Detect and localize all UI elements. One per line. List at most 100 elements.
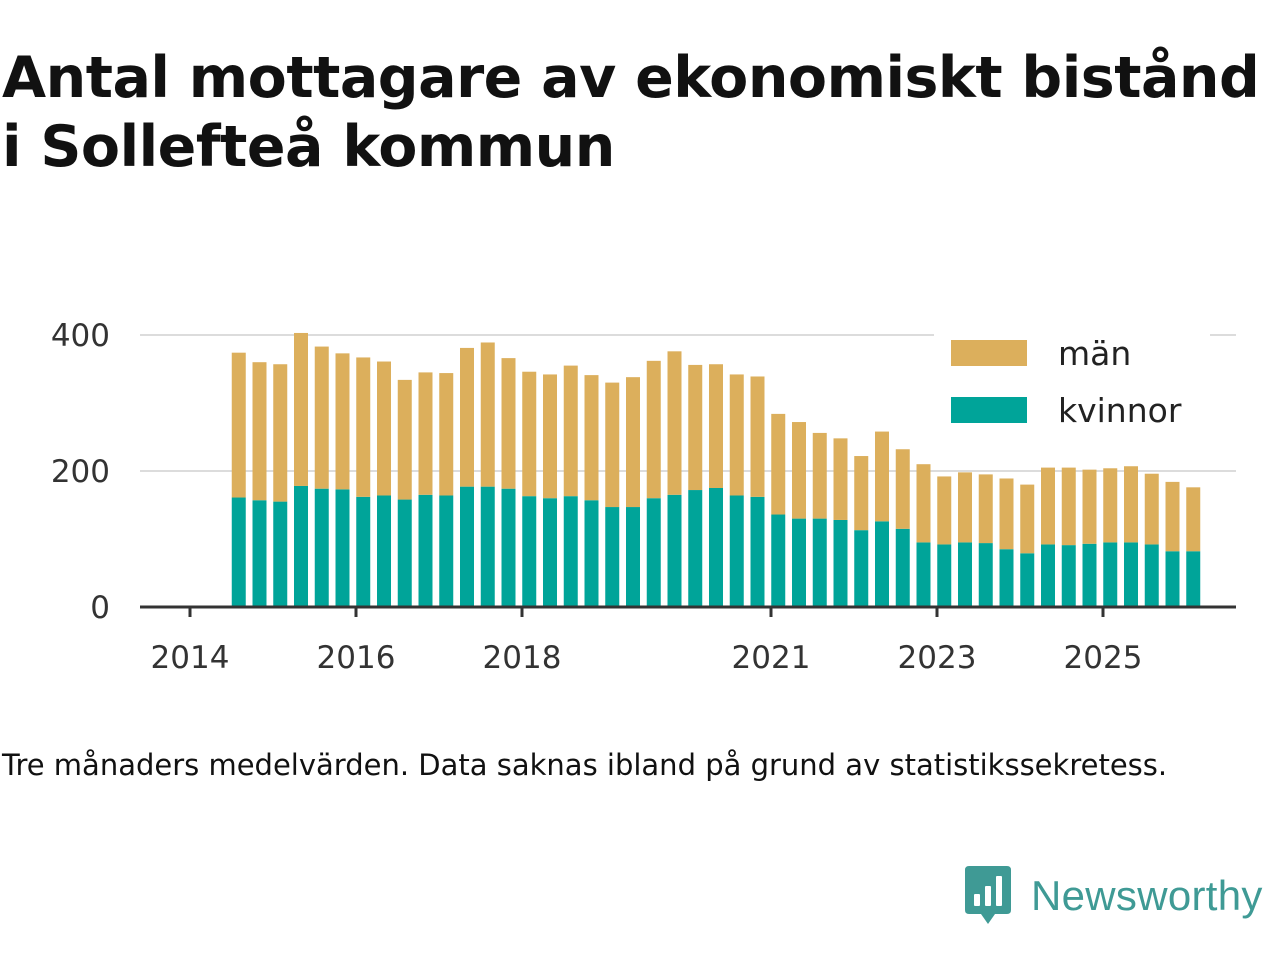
bar-kvinnor bbox=[1165, 551, 1180, 607]
bar-kvinnor bbox=[854, 530, 869, 607]
bar-kvinnor bbox=[978, 543, 993, 607]
bar-man bbox=[1061, 467, 1076, 546]
bar-kvinnor bbox=[667, 494, 682, 607]
bar-kvinnor bbox=[688, 490, 703, 607]
bar-kvinnor bbox=[1186, 551, 1201, 607]
stacked-bar-chart: 0 200 400 män kvinnor 2014 2016 2018 2021 2023 2… bbox=[51, 318, 1236, 676]
chart-footnote: Tre månaders medelvärden. Data saknas ib… bbox=[2, 748, 1168, 782]
bar-man bbox=[1144, 473, 1159, 545]
bar-man bbox=[667, 351, 682, 495]
bar-kvinnor bbox=[895, 528, 910, 607]
bar-kvinnor bbox=[439, 495, 454, 607]
bar-man bbox=[335, 353, 350, 490]
bar-kvinnor bbox=[792, 518, 806, 607]
bar-man bbox=[646, 360, 661, 499]
bar-man bbox=[460, 347, 474, 487]
bar-kvinnor bbox=[335, 489, 350, 607]
bar-man bbox=[626, 377, 640, 508]
bar-man bbox=[605, 382, 620, 508]
bar-man bbox=[543, 374, 557, 499]
bar-man bbox=[501, 358, 516, 489]
bar-man bbox=[1186, 487, 1201, 552]
bar-kvinnor bbox=[314, 488, 329, 607]
bar-kvinnor bbox=[377, 495, 391, 607]
chart-title: Antal mottagare av ekonomiskt bistånd i … bbox=[2, 45, 1260, 180]
bar-kvinnor bbox=[937, 544, 952, 607]
bar-man bbox=[1103, 468, 1118, 543]
brand-name: Newsworthy bbox=[1031, 872, 1263, 919]
legend-swatch bbox=[951, 340, 1027, 366]
bar-man bbox=[999, 478, 1014, 550]
y-tick-label: 0 bbox=[90, 590, 110, 626]
bar-man bbox=[1165, 481, 1180, 552]
bar-man bbox=[916, 464, 931, 543]
y-tick-label: 200 bbox=[51, 454, 110, 490]
bar-kvinnor bbox=[833, 519, 848, 607]
x-tick-label: 2018 bbox=[483, 640, 562, 676]
bar-kvinnor bbox=[709, 488, 723, 607]
bar-man bbox=[294, 332, 308, 486]
y-tick-label: 400 bbox=[51, 318, 110, 354]
bar-kvinnor bbox=[480, 486, 495, 607]
bar-man bbox=[792, 422, 806, 519]
bar-kvinnor bbox=[273, 501, 288, 607]
bar-kvinnor bbox=[543, 498, 557, 607]
bar-man bbox=[1041, 467, 1055, 545]
bar-man bbox=[480, 342, 495, 487]
bar-man bbox=[875, 431, 889, 522]
bar-kvinnor bbox=[605, 507, 620, 607]
bar-kvinnor bbox=[584, 500, 599, 607]
bar-kvinnor bbox=[1082, 543, 1097, 607]
bar-kvinnor bbox=[729, 495, 744, 607]
bar-man bbox=[252, 362, 267, 501]
legend-swatch bbox=[951, 397, 1027, 423]
bar-kvinnor bbox=[1061, 545, 1076, 607]
bar-kvinnor bbox=[1103, 542, 1118, 607]
bar-man bbox=[1124, 466, 1138, 543]
newsworthy-logo-icon bbox=[965, 866, 1011, 924]
bar-kvinnor bbox=[522, 496, 537, 607]
bar-kvinnor bbox=[501, 488, 516, 607]
bar-man bbox=[563, 365, 578, 497]
brand-logo[interactable]: Newsworthy bbox=[963, 864, 1263, 928]
bar-kvinnor bbox=[252, 500, 267, 607]
bar-kvinnor bbox=[646, 498, 661, 607]
bar-kvinnor bbox=[812, 518, 827, 607]
bar-man bbox=[812, 432, 827, 519]
x-tick-label: 2016 bbox=[317, 640, 396, 676]
bar-kvinnor bbox=[231, 497, 246, 607]
bars bbox=[231, 332, 1201, 607]
bar-man bbox=[978, 474, 993, 544]
legend-label: män bbox=[1058, 334, 1131, 373]
bar-man bbox=[729, 374, 744, 496]
legend: män kvinnor bbox=[934, 324, 1210, 448]
bar-man bbox=[418, 372, 433, 495]
bar-man bbox=[1020, 484, 1035, 554]
bar-man bbox=[709, 364, 723, 488]
bar-man bbox=[377, 361, 391, 496]
bar-man bbox=[231, 352, 246, 498]
bar-kvinnor bbox=[397, 499, 412, 607]
bar-kvinnor bbox=[1144, 544, 1159, 607]
legend-label: kvinnor bbox=[1058, 391, 1182, 430]
bar-kvinnor bbox=[1041, 544, 1055, 607]
bar-man bbox=[833, 438, 848, 520]
x-tick-label: 2014 bbox=[151, 640, 230, 676]
bar-kvinnor bbox=[999, 549, 1014, 607]
x-tick-label: 2023 bbox=[898, 640, 977, 676]
bar-man bbox=[958, 472, 972, 543]
bar-kvinnor bbox=[356, 496, 371, 607]
bar-kvinnor bbox=[771, 514, 786, 607]
bar-man bbox=[397, 379, 412, 500]
bar-kvinnor bbox=[750, 496, 765, 607]
bar-kvinnor bbox=[626, 507, 640, 607]
y-axis-ticks: 0 200 400 bbox=[51, 318, 110, 626]
bar-kvinnor bbox=[294, 485, 308, 607]
bar-man bbox=[854, 456, 869, 531]
x-tick-label: 2021 bbox=[732, 640, 811, 676]
x-tick-label: 2025 bbox=[1064, 640, 1143, 676]
bar-man bbox=[750, 376, 765, 497]
bar-kvinnor bbox=[1020, 553, 1035, 607]
bar-kvinnor bbox=[418, 494, 433, 607]
bar-kvinnor bbox=[1124, 542, 1138, 607]
